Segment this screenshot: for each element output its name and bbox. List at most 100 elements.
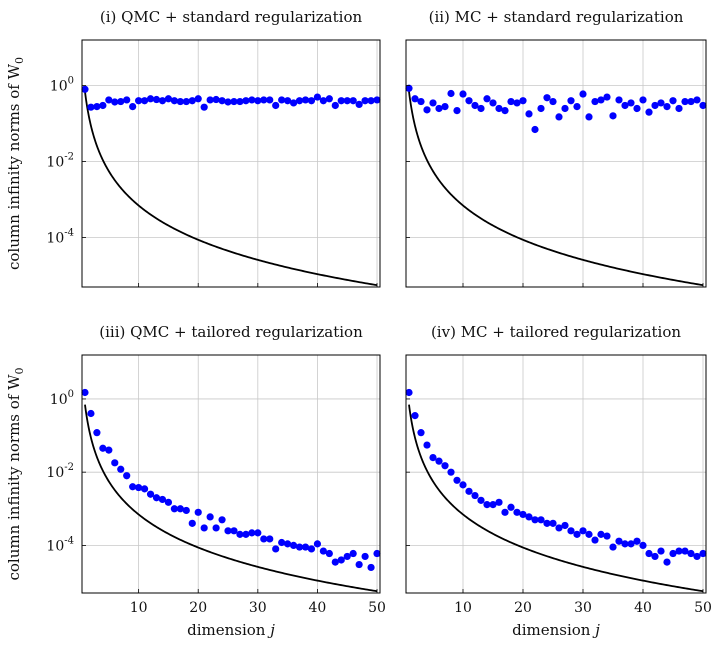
data-point (248, 96, 256, 104)
data-point (188, 519, 196, 527)
data-point (585, 530, 593, 538)
data-point (423, 106, 431, 114)
data-point (639, 96, 647, 104)
y-tick-label: 10-2 (46, 462, 74, 481)
data-point (447, 89, 455, 98)
data-point (117, 465, 125, 473)
data-point (266, 535, 274, 543)
y-tick-label: 100 (50, 76, 74, 95)
data-point (453, 106, 461, 115)
reference-curve (408, 91, 704, 287)
data-point (242, 530, 250, 538)
panel-title: (i) QMC + standard regularization (100, 8, 363, 26)
data-point (284, 97, 292, 105)
data-point (651, 101, 659, 110)
data-point (236, 530, 244, 538)
data-point (307, 545, 316, 553)
data-point (200, 524, 208, 532)
data-point (272, 101, 280, 110)
data-point (206, 513, 214, 521)
data-point (423, 441, 431, 449)
data-point (307, 97, 316, 105)
x-tick-label: 30 (574, 600, 592, 616)
plot-frame (405, 39, 707, 288)
data-point (459, 481, 467, 489)
data-point (573, 103, 581, 111)
data-point (254, 529, 262, 537)
data-point (158, 495, 167, 504)
data-point (325, 95, 333, 103)
data-point (230, 97, 238, 106)
data-point (537, 104, 545, 113)
data-point (331, 101, 339, 110)
data-point (507, 503, 515, 511)
data-point (248, 529, 256, 537)
data-point (164, 95, 173, 103)
data-point (331, 558, 339, 566)
data-point (597, 96, 605, 104)
data-point (105, 96, 113, 104)
data-point (99, 444, 107, 452)
data-point (441, 462, 449, 470)
x-tick-label: 40 (309, 600, 327, 616)
data-point (477, 496, 485, 504)
data-point (525, 110, 533, 118)
data-point (224, 98, 232, 106)
data-point (603, 93, 611, 101)
data-point (405, 84, 413, 92)
data-point (337, 97, 345, 105)
data-point (343, 552, 351, 561)
data-point (111, 98, 119, 106)
data-point (301, 96, 310, 104)
data-point (501, 508, 509, 516)
data-point (489, 501, 497, 509)
data-point (135, 97, 143, 105)
data-point (242, 97, 250, 105)
data-point (627, 540, 635, 548)
data-point (429, 99, 437, 107)
panel-1: (i) QMC + standard regularization 100 10-2… (5, 8, 381, 288)
data-point (417, 429, 425, 437)
data-point (361, 97, 369, 105)
data-point (417, 97, 425, 106)
data-point (621, 540, 629, 548)
panel-4: (iv) MC + tailored regularization 10 20 30 4… (405, 323, 712, 639)
panel-2: (ii) MC + standard regularization (405, 8, 707, 288)
data-point (555, 524, 563, 532)
reference-curve (84, 404, 378, 593)
data-point (465, 97, 473, 105)
data-point (176, 505, 184, 513)
plot-frame (81, 354, 381, 594)
data-point (224, 527, 232, 535)
data-point (483, 501, 491, 509)
data-point (591, 97, 599, 106)
data-point (519, 97, 527, 105)
data-point (669, 549, 677, 558)
data-point (513, 508, 521, 516)
data-point (373, 96, 381, 104)
reference-curve (408, 404, 704, 593)
y-tick-label: 10-4 (46, 228, 74, 247)
data-point (146, 95, 155, 103)
data-point (123, 472, 131, 480)
data-point (543, 519, 551, 527)
data-point (675, 104, 683, 113)
data-point (609, 112, 617, 120)
data-point (687, 549, 695, 558)
data-point (675, 547, 683, 555)
data-point (579, 90, 587, 98)
data-point (429, 453, 437, 462)
data-point (289, 541, 298, 550)
data-point (603, 532, 611, 540)
panel-title: (iv) MC + tailored regularization (431, 323, 681, 341)
data-point (170, 97, 178, 105)
data-point (405, 388, 413, 397)
data-point (343, 97, 351, 105)
data-point (355, 100, 363, 109)
data-point (200, 103, 208, 111)
data-point (657, 99, 665, 107)
data-point (657, 547, 665, 555)
data-point (507, 97, 515, 106)
